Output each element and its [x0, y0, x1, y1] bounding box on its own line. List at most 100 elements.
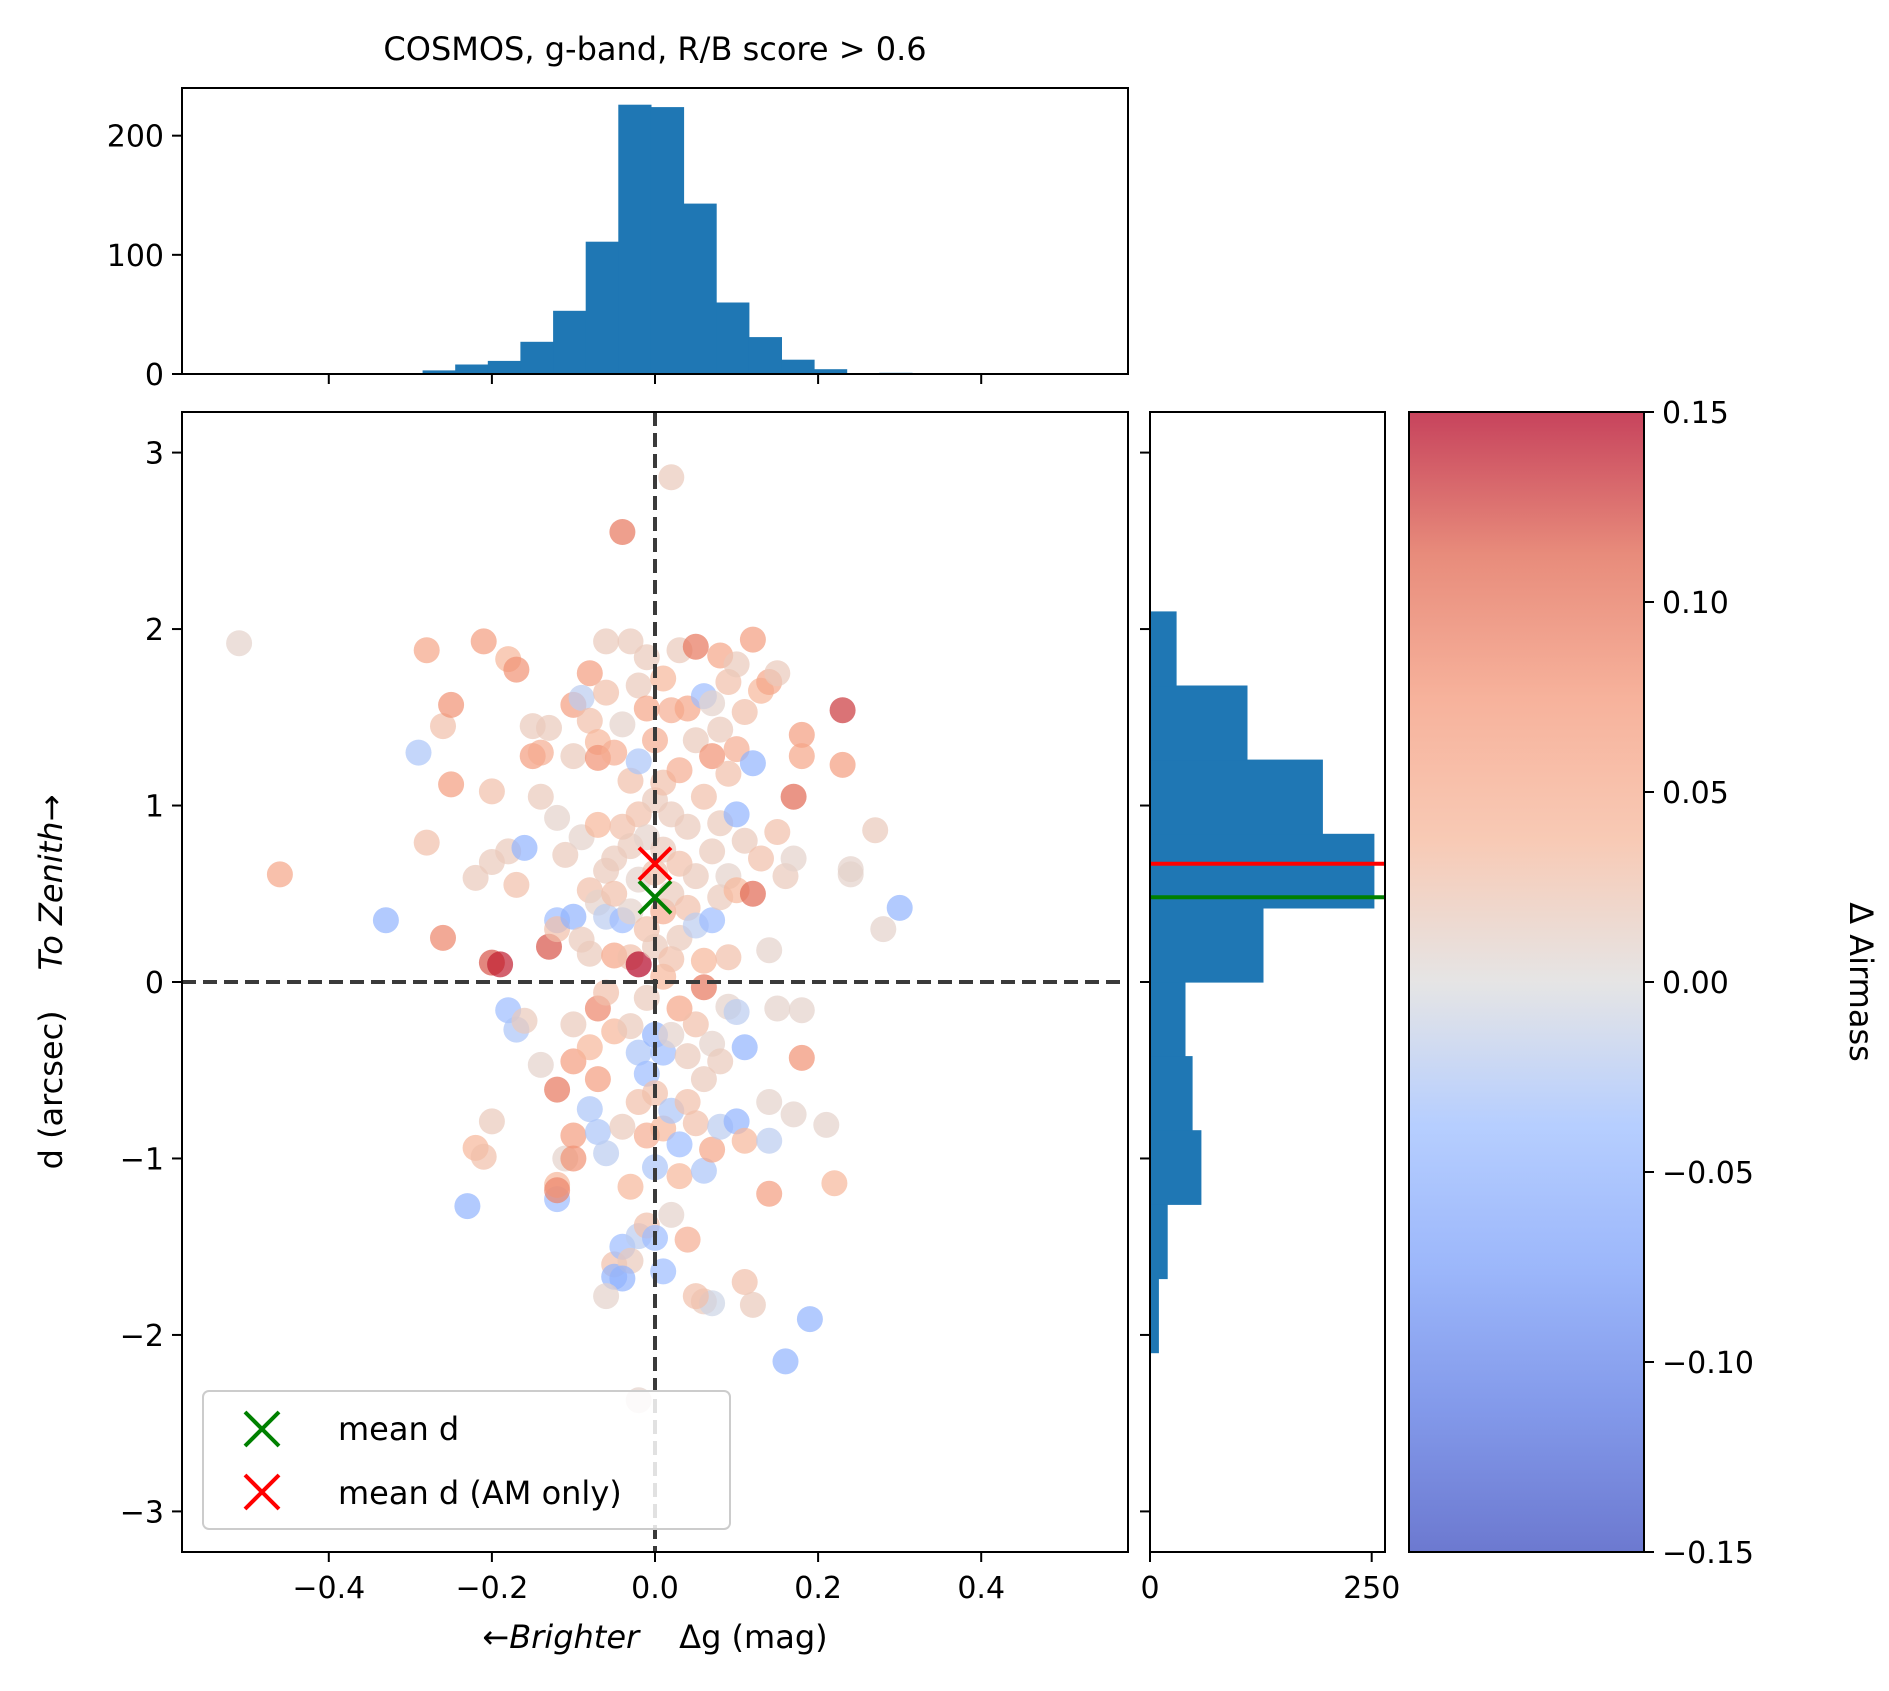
legend: mean d mean d (AM only)	[202, 1390, 731, 1530]
scatter-point	[764, 995, 791, 1022]
scatter-point	[593, 1140, 620, 1167]
x-tick-label: 0.2	[794, 1571, 842, 1606]
scatter-point	[560, 1122, 587, 1149]
scatter-point	[699, 690, 726, 717]
scatter-point	[527, 739, 554, 766]
scatter-point	[731, 699, 758, 725]
scatter-point	[813, 1111, 840, 1138]
scatter-point	[666, 757, 693, 784]
colorbar-tick-label: 0.05	[1662, 776, 1729, 811]
scatter-point	[503, 871, 530, 898]
scatter-point	[764, 660, 791, 687]
histogram-bar	[487, 360, 521, 374]
scatter-point	[584, 811, 611, 838]
scatter-point	[413, 829, 440, 856]
scatter-point	[266, 861, 293, 888]
scatter-point	[478, 1108, 505, 1135]
scatter-point	[690, 974, 717, 1001]
scatter-point	[788, 721, 815, 748]
scatter-point	[756, 1089, 783, 1115]
scatter-point	[829, 697, 856, 724]
scatter-point	[609, 711, 636, 738]
y-tick-label: −3	[120, 1495, 164, 1530]
scatter-point	[576, 1034, 603, 1061]
colorbar-tick-label: −0.05	[1662, 1156, 1754, 1191]
scatter-point	[772, 1348, 799, 1375]
y-tick-label: 1	[145, 790, 164, 825]
scatter-point	[487, 951, 514, 978]
scatter-point	[715, 760, 742, 787]
x-tick-label: 0	[1140, 1571, 1159, 1606]
x-tick-label: −0.2	[455, 1571, 528, 1606]
scatter-point	[609, 1113, 636, 1140]
scatter-point	[821, 1170, 848, 1197]
histogram-bar	[781, 359, 815, 374]
legend-mean-d-am-icon	[243, 1473, 281, 1511]
x-tick-label: 0.0	[631, 1571, 679, 1606]
histogram-bar	[1150, 611, 1177, 687]
scatter-point	[715, 944, 742, 971]
scatter-point	[470, 628, 497, 655]
scatter-point	[478, 778, 505, 805]
scatter-point	[723, 801, 750, 828]
scatter-point	[682, 1011, 709, 1038]
histogram-bar	[748, 337, 782, 374]
scatter-point	[707, 716, 734, 743]
scatter-point	[617, 1173, 644, 1200]
scatter-point	[511, 1007, 538, 1034]
scatter-point	[511, 834, 538, 861]
scatter-point	[756, 937, 783, 964]
colorbar-gradient	[1408, 411, 1645, 1553]
scatter-point	[780, 845, 807, 872]
scatter-point	[527, 1051, 554, 1078]
scatter-point	[780, 1101, 807, 1128]
scatter-point	[666, 1163, 693, 1190]
right-histogram: 0 250	[1140, 411, 1400, 1606]
scatter-point	[584, 1066, 611, 1093]
scatter-point	[617, 1013, 644, 1040]
scatter-point	[682, 1283, 709, 1310]
scatter-points	[226, 464, 913, 1414]
scatter-point	[829, 751, 856, 778]
scatter-point	[642, 859, 668, 886]
colorbar-tick-label: 0.15	[1662, 396, 1729, 431]
scatter-point	[666, 1131, 693, 1158]
scatter-point	[682, 727, 709, 754]
scatter-point	[625, 1039, 652, 1066]
y-tick-label: −1	[120, 1142, 164, 1177]
scatter-point	[886, 894, 913, 921]
scatter-point	[699, 907, 726, 934]
scatter-point	[593, 979, 620, 1006]
scatter-point	[560, 1011, 587, 1038]
scatter-point	[454, 1193, 481, 1220]
histogram-bar	[1150, 982, 1186, 1057]
scatter-point	[430, 713, 456, 740]
scatter-point	[536, 714, 562, 741]
y-tick-label: 0	[145, 358, 164, 393]
scatter-point	[739, 880, 766, 907]
x-tick-label: 250	[1343, 1571, 1400, 1606]
scatter-point	[601, 739, 628, 766]
scatter-point	[413, 637, 440, 664]
scatter-point	[226, 630, 253, 657]
scatter-point	[617, 628, 644, 655]
histogram-bar	[618, 104, 652, 374]
scatter-point	[756, 1127, 783, 1154]
legend-box	[202, 1390, 731, 1530]
scatter-point	[560, 1145, 587, 1172]
scatter-point	[674, 813, 701, 840]
mean-marker	[637, 879, 673, 915]
mean-marker	[637, 846, 673, 882]
scatter-point	[796, 1306, 823, 1333]
scatter-point	[544, 804, 571, 831]
colorbar-tick-label: 0.10	[1662, 586, 1729, 621]
scatter-point	[739, 1291, 766, 1318]
scatter-point	[576, 660, 603, 687]
scatter-point	[593, 628, 620, 655]
scatter-point	[674, 1043, 701, 1070]
top-histogram: 0 100 200	[107, 87, 1129, 393]
scatter-point	[690, 1066, 717, 1093]
histogram-bar	[520, 341, 554, 374]
scatter-point	[723, 651, 750, 678]
scatter-point	[438, 771, 465, 798]
